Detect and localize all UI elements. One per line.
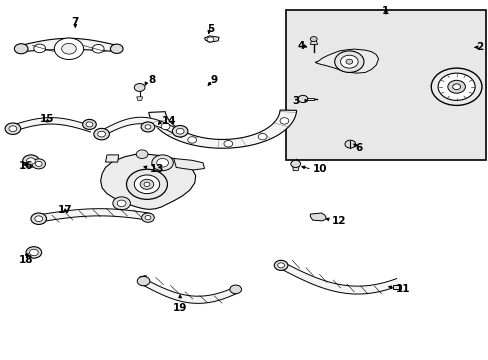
Text: 9: 9 (210, 75, 217, 85)
Circle shape (117, 200, 126, 207)
Polygon shape (392, 285, 400, 289)
Circle shape (137, 276, 150, 286)
Text: 16: 16 (19, 161, 34, 171)
Circle shape (280, 118, 288, 124)
Polygon shape (148, 110, 296, 148)
Text: 6: 6 (355, 143, 362, 153)
Circle shape (176, 129, 183, 134)
Circle shape (334, 51, 363, 72)
Circle shape (22, 155, 39, 167)
Text: 1: 1 (382, 6, 389, 16)
FancyBboxPatch shape (285, 10, 485, 160)
Circle shape (430, 68, 481, 105)
Circle shape (26, 247, 41, 258)
Circle shape (277, 263, 284, 268)
Circle shape (134, 84, 145, 91)
Circle shape (206, 37, 213, 42)
Circle shape (258, 134, 266, 140)
Text: 11: 11 (395, 284, 409, 294)
Circle shape (172, 126, 187, 137)
Polygon shape (140, 275, 147, 281)
Circle shape (152, 155, 173, 171)
Circle shape (9, 126, 17, 132)
Circle shape (86, 122, 93, 127)
Circle shape (340, 55, 357, 68)
Circle shape (98, 131, 105, 137)
Circle shape (32, 159, 45, 169)
Text: 8: 8 (148, 75, 155, 85)
Polygon shape (310, 40, 317, 44)
Circle shape (157, 158, 168, 167)
Circle shape (290, 160, 300, 167)
Circle shape (35, 161, 42, 166)
Circle shape (126, 169, 167, 199)
Text: 2: 2 (475, 42, 483, 52)
Circle shape (274, 260, 287, 270)
Text: 5: 5 (206, 24, 214, 34)
Text: 10: 10 (312, 164, 326, 174)
Text: 4: 4 (297, 41, 304, 50)
Text: 12: 12 (331, 216, 346, 226)
Circle shape (345, 59, 352, 64)
Circle shape (136, 150, 148, 158)
Polygon shape (315, 49, 378, 73)
Circle shape (35, 216, 42, 222)
Text: 13: 13 (149, 164, 163, 174)
Polygon shape (292, 166, 299, 171)
Circle shape (54, 38, 83, 59)
Text: 15: 15 (40, 114, 54, 124)
Circle shape (92, 44, 104, 53)
Polygon shape (310, 213, 326, 221)
Circle shape (94, 129, 109, 140)
Text: 3: 3 (292, 96, 299, 106)
Circle shape (142, 213, 154, 222)
Circle shape (161, 123, 170, 130)
Circle shape (344, 140, 355, 148)
Polygon shape (101, 154, 195, 210)
Circle shape (187, 137, 196, 143)
Circle shape (31, 213, 46, 225)
Circle shape (29, 249, 38, 256)
Polygon shape (204, 36, 219, 42)
Circle shape (447, 80, 465, 93)
Circle shape (110, 44, 123, 53)
Circle shape (144, 182, 150, 186)
Circle shape (437, 73, 474, 100)
Polygon shape (105, 155, 119, 162)
Polygon shape (173, 158, 204, 170)
Circle shape (61, 43, 76, 54)
Circle shape (145, 125, 151, 129)
Text: 19: 19 (173, 303, 187, 312)
Circle shape (14, 44, 28, 54)
Circle shape (82, 120, 96, 130)
Circle shape (229, 285, 241, 294)
Circle shape (145, 216, 151, 220)
Circle shape (298, 95, 307, 103)
Circle shape (141, 122, 155, 132)
Bar (306, 98, 314, 100)
Circle shape (26, 158, 35, 164)
Text: 17: 17 (58, 206, 73, 216)
Polygon shape (137, 97, 142, 100)
Circle shape (140, 179, 154, 189)
Circle shape (134, 175, 159, 194)
Circle shape (224, 140, 232, 147)
Text: 18: 18 (19, 255, 34, 265)
Text: 14: 14 (161, 116, 176, 126)
Circle shape (34, 44, 45, 53)
Circle shape (5, 123, 20, 134)
Circle shape (310, 37, 317, 41)
Text: 7: 7 (71, 17, 79, 27)
Circle shape (452, 84, 460, 90)
Circle shape (113, 197, 130, 210)
Polygon shape (140, 280, 147, 285)
